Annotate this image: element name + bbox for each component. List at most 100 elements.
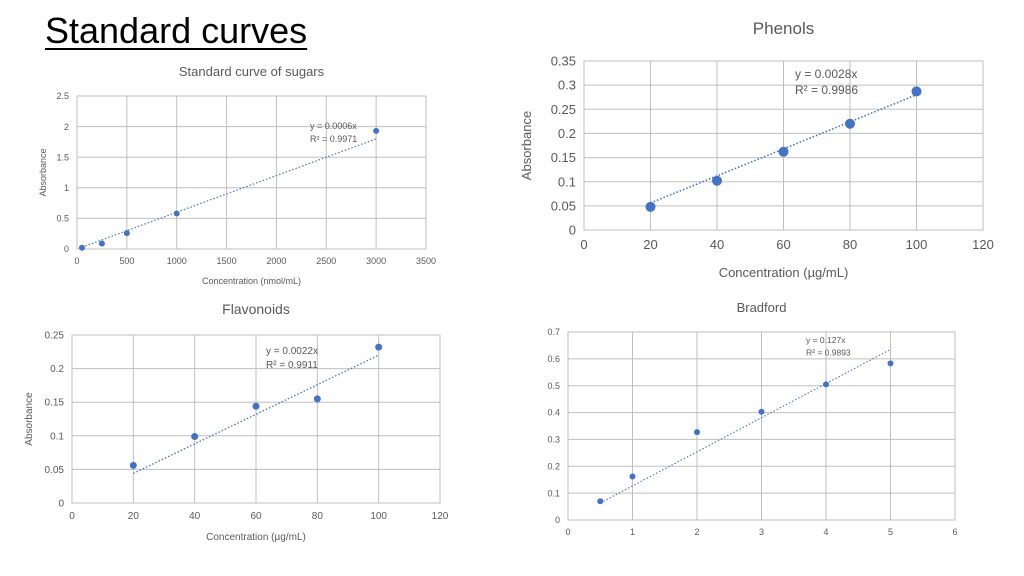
y-tick-label: 0.5 <box>56 214 69 224</box>
data-point <box>129 461 137 469</box>
y-tick-label: 0.1 <box>558 174 576 189</box>
x-tick-label: 120 <box>972 237 994 252</box>
x-tick-label: 0 <box>565 527 570 537</box>
data-point <box>173 210 180 217</box>
x-tick-label: 0 <box>580 237 587 252</box>
data-point <box>823 381 829 388</box>
y-axis-label: Absorbance <box>24 392 35 446</box>
y-tick-label: 0 <box>555 515 560 525</box>
y-tick-label: 0.1 <box>547 488 560 498</box>
y-tick-label: 0.2 <box>547 461 560 471</box>
y-tick-label: 0.2 <box>558 126 576 141</box>
data-point <box>758 408 765 415</box>
chart-title: Phenols <box>753 19 814 38</box>
y-tick-label: 0.6 <box>547 354 560 364</box>
x-tick-label: 20 <box>643 237 657 252</box>
y-tick-label: 0.3 <box>558 78 576 93</box>
y-axis-label: Absorbance <box>38 148 48 196</box>
y-tick-label: 0 <box>58 499 64 510</box>
chart-title: Standard curve of sugars <box>179 64 325 79</box>
data-point <box>78 244 85 251</box>
plot-area-border <box>76 95 427 250</box>
data-point <box>252 402 260 410</box>
x-tick-label: 80 <box>843 237 857 252</box>
data-point <box>373 127 380 134</box>
y-tick-label: 0 <box>569 223 576 238</box>
x-tick-label: 2000 <box>266 256 286 266</box>
x-tick-label: 3 <box>759 527 764 537</box>
x-tick-label: 2500 <box>316 256 336 266</box>
x-tick-label: 5 <box>888 527 893 537</box>
data-point <box>712 175 722 186</box>
r-squared-label: R² = 0.9911 <box>266 360 318 371</box>
x-tick-label: 80 <box>312 511 324 522</box>
x-tick-label: 3000 <box>366 256 386 266</box>
chart-title: Bradford <box>737 300 787 315</box>
y-tick-label: 0.1 <box>50 431 64 442</box>
slide-title: Standard curves <box>45 10 308 51</box>
y-tick-label: 0.2 <box>50 364 64 375</box>
y-tick-label: 2.5 <box>56 91 69 101</box>
trendline-equation: y = 0.0028x <box>795 67 857 81</box>
x-tick-label: 2 <box>694 527 699 537</box>
x-axis-label: Concentration (µg/mL) <box>719 265 849 280</box>
y-tick-label: 0.05 <box>551 198 576 213</box>
x-tick-label: 0 <box>74 256 79 266</box>
x-tick-label: 1500 <box>217 256 237 266</box>
data-point <box>98 240 105 247</box>
data-point <box>313 395 321 403</box>
r-squared-label: R² = 0.9971 <box>310 134 357 144</box>
y-tick-label: 0.15 <box>551 150 576 165</box>
y-tick-label: 0 <box>64 244 69 254</box>
x-tick-label: 20 <box>128 511 140 522</box>
x-tick-label: 60 <box>776 237 790 252</box>
x-axis-label: Concentration (nmol/mL) <box>202 276 301 286</box>
data-point <box>375 343 383 351</box>
x-tick-label: 100 <box>370 511 387 522</box>
y-tick-label: 0.25 <box>45 331 65 342</box>
y-tick-label: 1.5 <box>56 152 69 162</box>
r-squared-label: R² = 0.9986 <box>795 83 858 97</box>
data-point <box>123 230 130 237</box>
x-tick-label: 1000 <box>167 256 187 266</box>
plot-area-border <box>583 60 984 231</box>
data-point <box>911 86 922 97</box>
y-tick-label: 0.25 <box>551 102 576 117</box>
trendline-equation: y = 0.127x <box>806 335 846 345</box>
plot-area-border <box>71 334 441 504</box>
plot-area-border <box>567 331 956 521</box>
x-axis-label: Concentration (µg/mL) <box>206 532 306 543</box>
data-point <box>694 429 700 436</box>
r-squared-label: R² = 0.9893 <box>806 348 851 358</box>
y-tick-label: 1 <box>64 183 69 193</box>
y-tick-label: 0.05 <box>45 465 65 476</box>
y-tick-label: 0.4 <box>547 408 560 418</box>
trendline <box>599 348 891 504</box>
x-tick-label: 4 <box>823 527 828 537</box>
y-tick-label: 0.35 <box>551 54 576 69</box>
data-point <box>597 498 604 505</box>
x-tick-label: 500 <box>119 256 134 266</box>
x-tick-label: 60 <box>250 511 262 522</box>
y-axis-label: Absorbance <box>519 111 534 180</box>
x-tick-label: 40 <box>189 511 201 522</box>
y-tick-label: 0.3 <box>547 435 560 445</box>
x-tick-label: 40 <box>710 237 724 252</box>
data-point <box>645 201 656 212</box>
x-tick-label: 1 <box>630 527 635 537</box>
trendline-equation: y = 0.0022x <box>266 346 318 357</box>
data-point <box>629 473 636 480</box>
y-tick-label: 0.7 <box>547 327 560 337</box>
chart-title: Flavonoids <box>222 301 290 317</box>
data-point <box>887 360 894 367</box>
x-tick-label: 120 <box>432 511 449 522</box>
x-tick-label: 3500 <box>416 256 436 266</box>
x-tick-label: 0 <box>69 511 75 522</box>
y-tick-label: 0.5 <box>547 381 560 391</box>
data-point <box>845 118 855 129</box>
trendline-equation: y = 0.0006x <box>310 121 357 131</box>
